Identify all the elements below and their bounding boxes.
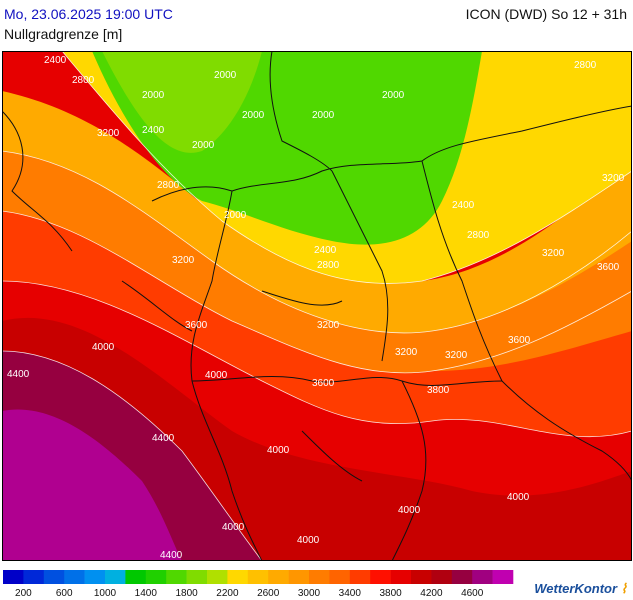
contour-label: 3200	[602, 173, 625, 184]
contour-label: 2800	[574, 60, 597, 71]
contour-label: 3200	[395, 347, 418, 358]
contour-label: 3600	[597, 262, 620, 273]
contour-label: 4000	[222, 522, 245, 533]
legend-swatch	[288, 570, 310, 584]
contour-label: 2000	[214, 70, 237, 81]
model-run-label: ICON (DWD) So 12 + 31h	[465, 6, 627, 22]
contour-label: 4000	[398, 505, 421, 516]
legend-swatch	[247, 570, 269, 584]
forecast-datetime: Mo, 23.06.2025 19:00 UTC	[4, 6, 173, 22]
legend-tick-label: 200	[15, 588, 32, 599]
legend-tick-label: 1000	[94, 588, 117, 599]
legend-tick-label: 4600	[461, 588, 484, 599]
contour-label: 3800	[427, 385, 450, 396]
legend-tick-label: 3800	[379, 588, 402, 599]
parameter-label: Nullgradgrenze [m]	[4, 26, 123, 42]
legend-swatch	[43, 570, 65, 584]
legend-tick-label: 600	[56, 588, 73, 599]
color-scale-legend: 200 600 1000 1400 1800 2200 2600 3000 3400 3800 42…	[3, 570, 514, 599]
legend-swatch	[349, 570, 371, 584]
legend-swatch	[309, 570, 330, 584]
contour-label: 3200	[97, 128, 120, 139]
contour-label: 2400	[314, 245, 337, 256]
contour-label: 4000	[205, 370, 228, 381]
wetterkontor-logo: WetterKontor ⌇	[534, 581, 627, 596]
contour-label: 2000	[312, 110, 335, 121]
legend-swatch	[64, 570, 85, 584]
legend-swatch	[431, 570, 453, 584]
logo-swoosh-icon: ⌇	[617, 581, 627, 596]
legend-swatch	[84, 570, 106, 584]
contour-label: 2400	[452, 200, 475, 211]
legend-swatch	[329, 570, 351, 584]
contour-label: 2800	[157, 180, 180, 191]
country-borders	[2, 51, 632, 561]
contour-label: 4000	[507, 492, 530, 503]
legend-tick-label: 2200	[216, 588, 239, 599]
field-band-3200	[2, 151, 632, 373]
contour-label: 3200	[542, 248, 565, 259]
contour-label: 2000	[382, 90, 405, 101]
contour-label: 4400	[7, 369, 30, 380]
legend-swatch	[227, 570, 249, 584]
legend-swatch	[23, 570, 45, 584]
contour-label: 3600	[185, 320, 208, 331]
contour-label: 2800	[467, 230, 490, 241]
legend-swatch	[3, 570, 24, 584]
contour-label: 2400	[142, 125, 165, 136]
contour-label: 3600	[312, 378, 335, 389]
contour-label-group: 2400 2800 2000 2000 2000 2000 2400 3200 …	[7, 55, 625, 561]
field-band-1800	[102, 51, 262, 153]
contour-label: 2800	[317, 260, 340, 271]
contour-label: 2000	[224, 210, 247, 221]
legend-tick-label: 1800	[175, 588, 198, 599]
contour-label: 2000	[242, 110, 265, 121]
legend-swatch	[186, 570, 208, 584]
legend-swatch	[145, 570, 167, 584]
contour-label: 2000	[192, 140, 215, 151]
legend-tick-label: 2600	[257, 588, 280, 599]
map-frame	[2, 51, 632, 561]
legend-swatch	[166, 570, 187, 584]
legend-swatch	[370, 570, 391, 584]
contour-label: 4400	[160, 550, 183, 561]
contour-label: 3200	[445, 350, 468, 361]
freezing-level-map: 2400 2800 2000 2000 2000 2000 2400 3200 …	[2, 51, 632, 561]
legend-swatch	[492, 570, 514, 584]
legend-swatch	[451, 570, 473, 584]
contour-label: 4400	[152, 433, 175, 444]
field-band-4600	[2, 409, 182, 561]
legend-swatch	[411, 570, 432, 584]
field-band-2800	[2, 91, 632, 333]
contour-label: 3200	[172, 255, 195, 266]
legend-tick-labels: 200 600 1000 1400 1800 2200 2600 3000 3400 3800 42…	[15, 588, 484, 599]
contour-label: 4000	[297, 535, 320, 546]
legend-swatch	[390, 570, 412, 584]
legend-tick-label: 1400	[135, 588, 158, 599]
legend-tick-label: 3000	[298, 588, 321, 599]
contour-label: 3200	[317, 320, 340, 331]
legend-tick-label: 4200	[420, 588, 443, 599]
contour-label: 2400	[44, 55, 67, 66]
legend-swatches	[3, 570, 514, 584]
contour-label: 4000	[92, 342, 115, 353]
contour-lines	[2, 51, 632, 561]
legend-swatch	[105, 570, 126, 584]
contour-label: 2000	[142, 90, 165, 101]
contour-label: 2800	[72, 75, 95, 86]
legend-swatch	[125, 570, 147, 584]
field-band-3600	[2, 211, 632, 437]
legend-swatch	[472, 570, 493, 584]
legend-swatch	[207, 570, 228, 584]
legend-swatch	[268, 570, 289, 584]
legend-tick-label: 3400	[339, 588, 362, 599]
contour-label: 4000	[267, 445, 290, 456]
contour-label: 3600	[508, 335, 531, 346]
